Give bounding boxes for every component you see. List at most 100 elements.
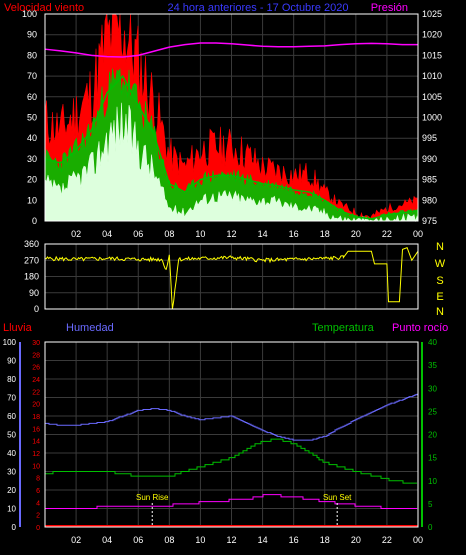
- direction-y-tick-0: 0: [34, 304, 39, 314]
- rain-y-tick-14: 14: [32, 439, 40, 446]
- rain-y-tick-26: 26: [32, 365, 40, 372]
- compass-s: S: [436, 275, 443, 287]
- rain-y-tick-18: 18: [32, 414, 40, 421]
- wind-y-tick-90: 90: [27, 30, 37, 40]
- direction-frame: [44, 243, 419, 310]
- compass-w: W: [435, 258, 446, 270]
- direction-y-tick-180: 180: [24, 272, 39, 282]
- wind-x-tick-02: 02: [71, 229, 81, 239]
- rain-y-tick-22: 22: [32, 389, 40, 396]
- pressure-y-tick-980: 980: [422, 195, 437, 205]
- rain-y-tick-28: 28: [32, 352, 40, 359]
- rain-y-tick-10: 10: [32, 463, 40, 470]
- temp-y-tick-0: 0: [428, 523, 433, 532]
- wind-x-tick-06: 06: [133, 229, 143, 239]
- rain-y-tick-30: 30: [32, 340, 40, 347]
- wind-y-tick-100: 100: [22, 9, 37, 19]
- wind-x-tick-16: 16: [289, 229, 299, 239]
- climate-x-tick-10: 10: [195, 535, 205, 545]
- temperature-series: [45, 438, 417, 484]
- rain-y-tick-4: 4: [36, 500, 40, 507]
- humidity-series: [45, 393, 418, 441]
- climate-x-tick-20: 20: [351, 535, 361, 545]
- wind-x-tick-20: 20: [351, 229, 361, 239]
- rain-y-tick-12: 12: [32, 451, 40, 458]
- climate-x-tick-08: 08: [164, 535, 174, 545]
- wind-x-tick-00: 00: [413, 229, 423, 239]
- pressure-y-tick-975: 975: [422, 216, 437, 226]
- humidity-y-tick-90: 90: [7, 357, 16, 366]
- pressure-y-tick-1025: 1025: [422, 9, 442, 19]
- pressure-y-tick-1020: 1020: [422, 30, 442, 40]
- humidity-y-tick-80: 80: [7, 375, 16, 384]
- wind-y-tick-80: 80: [27, 50, 37, 60]
- sun-annotation-1: Sun Set: [323, 493, 352, 502]
- temp-y-tick-25: 25: [428, 407, 437, 416]
- climate-x-tick-18: 18: [320, 535, 330, 545]
- direction-series: [44, 246, 419, 310]
- humidity-y-tick-50: 50: [7, 431, 16, 440]
- wind-y-tick-40: 40: [27, 133, 37, 143]
- temp-y-tick-10: 10: [428, 477, 437, 486]
- temp-y-tick-35: 35: [428, 361, 437, 370]
- climate-x-tick-16: 16: [289, 535, 299, 545]
- humidity-y-tick-0: 0: [12, 523, 17, 532]
- wind-avg-line: [44, 74, 419, 220]
- chart-title: 24 hora anteriores - 17 Octubre 2020: [167, 2, 348, 14]
- climate-x-tick-04: 04: [102, 535, 112, 545]
- pressure-y-tick-995: 995: [422, 133, 437, 143]
- wind-x-tick-08: 08: [164, 229, 174, 239]
- rain-y-tick-2: 2: [36, 513, 40, 520]
- temp-y-tick-20: 20: [428, 431, 437, 440]
- rain-label: Lluvia: [3, 322, 33, 334]
- temp-y-tick-5: 5: [428, 500, 433, 509]
- direction-y-tick-270: 270: [24, 255, 39, 265]
- climate-x-tick-06: 06: [133, 535, 143, 545]
- humidity-y-tick-20: 20: [7, 486, 16, 495]
- rain-y-tick-6: 6: [36, 488, 40, 495]
- humidity-label: Humedad: [66, 322, 114, 334]
- wind-x-tick-10: 10: [195, 229, 205, 239]
- wind-y-tick-70: 70: [27, 71, 37, 81]
- sun-annotation-0: Sun Rise: [136, 493, 169, 502]
- humidity-y-tick-60: 60: [7, 412, 16, 421]
- dewpoint-label: Punto rocío: [392, 322, 448, 334]
- wind-x-tick-12: 12: [226, 229, 236, 239]
- rain-y-tick-20: 20: [32, 402, 40, 409]
- pressure-y-tick-1000: 1000: [422, 113, 442, 123]
- climate-x-tick-22: 22: [382, 535, 392, 545]
- pressure-y-tick-1010: 1010: [422, 71, 442, 81]
- climate-x-tick-14: 14: [258, 535, 268, 545]
- wind-y-tick-60: 60: [27, 92, 37, 102]
- wind-y-tick-50: 50: [27, 113, 37, 123]
- wind-y-tick-20: 20: [27, 175, 37, 185]
- temp-y-tick-15: 15: [428, 454, 437, 463]
- pressure-y-tick-1005: 1005: [422, 92, 442, 102]
- wind-y-tick-30: 30: [27, 154, 37, 164]
- pressure-label: Presión: [371, 2, 408, 14]
- wind-speed-label: Velocidad viento: [4, 2, 84, 14]
- humidity-y-tick-100: 100: [3, 338, 17, 347]
- climate-x-tick-12: 12: [226, 535, 236, 545]
- rain-y-tick-0: 0: [36, 525, 40, 532]
- direction-y-tick-360: 360: [24, 239, 39, 249]
- temperature-label: Temperatura: [312, 322, 375, 334]
- humidity-y-tick-40: 40: [7, 449, 16, 458]
- climate-x-tick-00: 00: [413, 535, 423, 545]
- pressure-y-tick-1015: 1015: [422, 50, 442, 60]
- wind-x-tick-14: 14: [258, 229, 268, 239]
- humidity-y-tick-10: 10: [7, 505, 16, 514]
- rain-y-tick-8: 8: [36, 476, 40, 483]
- rain-y-tick-16: 16: [32, 426, 40, 433]
- wind-x-tick-04: 04: [102, 229, 112, 239]
- wind-x-tick-18: 18: [320, 229, 330, 239]
- wind-x-tick-22: 22: [382, 229, 392, 239]
- direction-y-tick-90: 90: [29, 288, 39, 298]
- temp-y-tick-40: 40: [428, 338, 437, 347]
- wind-y-tick-10: 10: [27, 195, 37, 205]
- temp-y-tick-30: 30: [428, 384, 437, 393]
- humidity-y-tick-70: 70: [7, 394, 16, 403]
- wind_min-series: [44, 102, 419, 223]
